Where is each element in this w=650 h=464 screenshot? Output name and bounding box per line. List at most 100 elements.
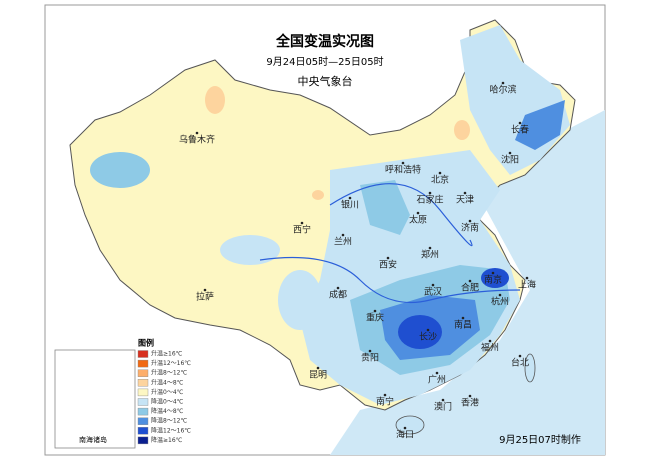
inset-label: 南海诸岛 (79, 435, 107, 444)
city-label: 福州 (481, 342, 499, 354)
legend-label: 升温8～12℃ (151, 369, 187, 377)
cooling-area (360, 180, 410, 235)
city-label: 成都 (329, 289, 347, 301)
city-label: 哈尔滨 (489, 84, 516, 96)
hainan (395, 415, 425, 435)
city-label: 重庆 (366, 312, 384, 324)
legend-swatch (137, 398, 149, 406)
city-label: 武汉 (424, 286, 442, 298)
city-dot (403, 426, 407, 430)
city-dot (401, 161, 405, 165)
city-label: 乌鲁木齐 (179, 134, 215, 146)
legend-swatch (137, 359, 149, 368)
warming-area (205, 86, 225, 114)
city-label: 郑州 (421, 249, 439, 261)
temperature-areas (90, 25, 570, 435)
legend-swatch (137, 407, 149, 416)
cooling-area (515, 100, 565, 150)
taiwan (524, 353, 536, 383)
city-label: 南宁 (376, 396, 394, 408)
legend-title: 图例 (138, 338, 154, 348)
city-label: 广州 (428, 374, 446, 386)
city-dot (368, 349, 372, 353)
city-label: 西安 (379, 259, 397, 271)
legend-swatch (137, 379, 149, 387)
legend-label: 升温4～8℃ (151, 378, 184, 386)
legend-swatch (137, 350, 149, 358)
city-dot (461, 316, 465, 320)
legend-label: 降温8～12℃ (151, 417, 187, 425)
city-dot (468, 394, 472, 398)
city-dot (431, 283, 435, 287)
city-label: 天津 (456, 195, 474, 206)
legend-label: 降温4～8℃ (151, 407, 184, 415)
cooling-area (398, 315, 442, 349)
city-dot (341, 233, 345, 237)
inset-box (54, 349, 136, 449)
legend-label: 降温≥16℃ (151, 436, 183, 444)
city-label: 上海 (518, 279, 536, 291)
legend: 升温≥16℃升温12～16℃升温8～12℃升温4～8℃升温0～4℃降温0～4℃降… (137, 350, 191, 445)
city-dot (428, 246, 432, 250)
city-label: 北京 (431, 174, 449, 186)
city-label: 杭州 (491, 296, 509, 308)
city-label: 太原 (409, 214, 427, 226)
legend-label: 降温0～4℃ (151, 398, 184, 406)
footer: 9月25日07时制作 (499, 433, 581, 446)
legend-label: 升温≥16℃ (151, 350, 183, 358)
city-dot (491, 271, 495, 275)
city-label: 合肥 (461, 282, 479, 294)
city-dot (488, 339, 492, 343)
city-dot (416, 211, 420, 215)
city-dot (468, 219, 472, 223)
city-label: 石家庄 (416, 194, 443, 206)
city-dot (441, 398, 445, 402)
legend-swatch (137, 436, 149, 445)
city-label: 长春 (511, 124, 529, 136)
city-label: 西宁 (293, 224, 311, 236)
city-label: 济南 (461, 222, 479, 234)
city-dot (508, 151, 512, 155)
legend-label: 降温12～16℃ (151, 426, 191, 434)
city-dot (428, 191, 432, 195)
legend-swatch (137, 369, 149, 377)
city-label: 兰州 (334, 236, 352, 248)
city-dot (463, 191, 467, 195)
city-dot (518, 354, 522, 358)
map-title: 全国变温实况图 (275, 33, 374, 50)
city-label: 南京 (484, 274, 502, 286)
city-label: 南昌 (454, 319, 472, 331)
city-dot (518, 121, 522, 125)
city-dot (438, 171, 442, 175)
city-label: 贵阳 (361, 352, 379, 364)
city-dot (525, 276, 529, 280)
legend-label: 升温12～16℃ (151, 359, 191, 367)
city-dot (501, 81, 505, 85)
city-dot (195, 131, 199, 135)
city-dot (373, 309, 377, 313)
city-dot (316, 366, 320, 370)
legend-swatch (137, 417, 149, 425)
city-label: 银川 (341, 199, 359, 211)
cooling-area (90, 152, 150, 188)
city-label: 香港 (461, 397, 479, 409)
city-label: 台北 (511, 357, 529, 369)
cooling-area (278, 270, 322, 330)
city-dot (203, 288, 207, 292)
city-dot (386, 256, 390, 260)
city-dot (426, 328, 430, 332)
city-dot (348, 196, 352, 200)
city-dot (498, 293, 502, 297)
warming-area (454, 120, 470, 140)
cooling-area (481, 268, 509, 288)
city-label: 拉萨 (196, 291, 214, 303)
cooling-area (220, 235, 280, 265)
city-label: 长沙 (419, 331, 437, 343)
city-label: 昆明 (309, 370, 327, 381)
city-dot (468, 279, 472, 283)
city-label: 沈阳 (501, 154, 519, 166)
agency: 中央气象台 (298, 74, 353, 88)
city-label: 澳门 (434, 401, 452, 413)
